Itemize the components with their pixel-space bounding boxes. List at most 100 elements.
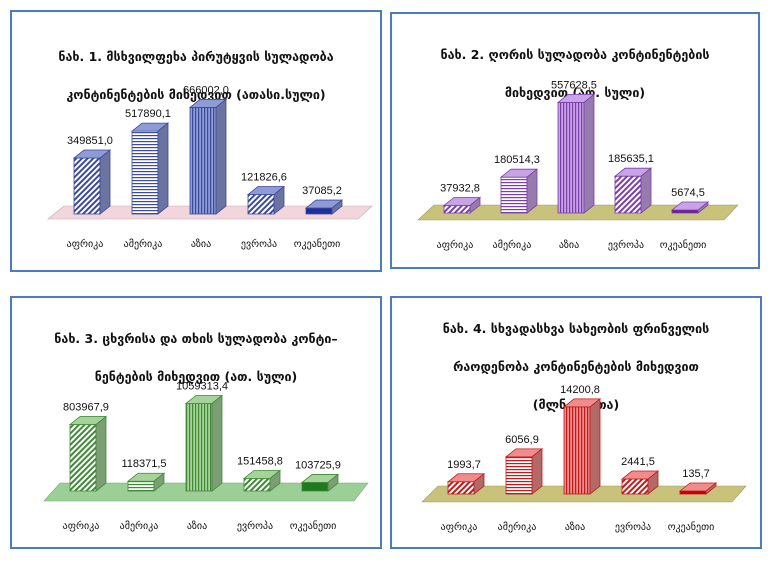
chart-panel-1: ნახ. 1. მსხვილფეხა პირუტყვის სულადობა კო… bbox=[10, 10, 382, 272]
data-label: 118371,5 bbox=[121, 458, 166, 470]
bar bbox=[300, 473, 340, 492]
bar bbox=[620, 470, 660, 495]
bar bbox=[304, 199, 344, 215]
category-label: ოკეანეთი bbox=[294, 238, 341, 250]
data-label: 2441,5 bbox=[621, 456, 655, 468]
bar-front bbox=[305, 207, 333, 215]
data-label: 803967,9 bbox=[63, 402, 109, 414]
category-label: ოკეანეთი bbox=[290, 520, 337, 532]
chart-plot-2: 37932,8 აფრიკა 180514,3 ამერიკა 557628,5 აზია… bbox=[417, 79, 739, 251]
bar-side bbox=[531, 448, 543, 495]
bar-side bbox=[469, 196, 481, 214]
category-label: ევროპა bbox=[608, 239, 644, 251]
bar-side bbox=[95, 415, 107, 492]
bar-side bbox=[211, 394, 223, 492]
bar-front bbox=[243, 478, 271, 492]
chart-title-3: ნახ. 3. ცხვრისა და თხის სულადობა კონტი– … bbox=[12, 310, 380, 405]
chart-panel-2: ნახ. 2. ღორის სულადობა კონტინენტების მიხ… bbox=[390, 12, 760, 269]
data-label: 37085,2 bbox=[302, 185, 342, 197]
bar-side bbox=[526, 168, 538, 214]
bar bbox=[442, 196, 482, 214]
category-label: აფრიკა bbox=[437, 239, 474, 251]
bar-front bbox=[131, 130, 159, 215]
chart-plot-1: 349851,0 აფრიკა 517890,1 ამერიკა 666002,0 აზი… bbox=[47, 84, 373, 250]
category-label: ოკეანეთი bbox=[668, 521, 715, 533]
chart-title-line: კონტინენტების მიხედვით (ათასი.სული) bbox=[66, 87, 326, 102]
chart-title-line: ნახ. 4. სხვადასხვა სახეობის ფრინველის bbox=[442, 321, 710, 336]
data-label: 1059313,4 bbox=[176, 380, 228, 392]
bar bbox=[613, 167, 653, 214]
bar-side bbox=[273, 185, 285, 215]
bar-side bbox=[589, 398, 601, 495]
bar bbox=[130, 122, 170, 215]
data-label: 151458,8 bbox=[237, 455, 283, 467]
category-label: ამერიკა bbox=[498, 521, 537, 533]
bar-side bbox=[697, 201, 709, 214]
data-label: 5674,5 bbox=[671, 187, 705, 199]
chart-title-4: ნახ. 4. სხვადასხვა სახეობის ფრინველის რა… bbox=[392, 300, 760, 433]
category-label: ოკეანეთი bbox=[660, 239, 707, 251]
category-label: ამერიკა bbox=[493, 239, 532, 251]
data-label: 349851,0 bbox=[67, 135, 113, 147]
bar-side bbox=[647, 470, 659, 495]
bar bbox=[188, 98, 228, 215]
bar bbox=[242, 469, 282, 492]
category-label: აფრიკა bbox=[67, 238, 104, 250]
bar-front bbox=[614, 175, 642, 214]
bar-side bbox=[153, 472, 165, 492]
bar bbox=[126, 472, 166, 492]
category-label: აზია bbox=[191, 238, 211, 250]
bar-front bbox=[127, 480, 155, 492]
category-label: ევროპა bbox=[241, 238, 277, 250]
chart-panel-3: ნახ. 3. ცხვრისა და თხის სულადობა კონტი– … bbox=[10, 296, 382, 549]
chart-title-line: ნენტების მიხედვით (ათ. სული) bbox=[94, 369, 298, 384]
data-label: 180514,3 bbox=[494, 154, 540, 166]
bar-side bbox=[331, 199, 343, 215]
bar-front bbox=[247, 194, 275, 215]
bar-front bbox=[443, 205, 471, 214]
data-label: 1993,7 bbox=[447, 459, 481, 471]
chart-title-1: ნახ. 1. მსხვილფეხა პირუტყვის სულადობა კო… bbox=[12, 28, 380, 123]
category-label: ამერიკა bbox=[124, 238, 163, 250]
bar-side bbox=[269, 469, 281, 492]
bar bbox=[68, 415, 108, 492]
bar-front bbox=[679, 490, 707, 495]
data-label: 557628,5 bbox=[551, 79, 597, 91]
chart-title-line: ნახ. 1. მსხვილფეხა პირუტყვის სულადობა bbox=[58, 49, 334, 64]
bar-side bbox=[157, 122, 169, 215]
bar-front bbox=[185, 403, 213, 492]
data-label: 121826,6 bbox=[241, 172, 287, 184]
bar-side bbox=[215, 98, 227, 215]
bar-side bbox=[640, 167, 652, 214]
category-label: აზია bbox=[187, 520, 207, 532]
data-label: 103725,9 bbox=[295, 459, 341, 471]
bar-front bbox=[621, 478, 649, 495]
category-label: ევროპა bbox=[615, 521, 651, 533]
bar-side bbox=[473, 472, 485, 495]
bar bbox=[246, 185, 286, 215]
bar-front bbox=[563, 406, 591, 495]
chart-title-line: ნახ. 3. ცხვრისა და თხის სულადობა კონტი– bbox=[54, 331, 338, 346]
bar-front bbox=[671, 209, 699, 214]
data-label: 185635,1 bbox=[608, 153, 654, 165]
category-label: ევროპა bbox=[237, 520, 273, 532]
bar-side bbox=[583, 93, 595, 214]
bar-front bbox=[500, 176, 528, 214]
chart-plot-3: 803967,9 აფრიკა 118371,5 ამერიკა 1059313,4 აზ… bbox=[43, 380, 369, 532]
data-label: 37932,8 bbox=[440, 182, 480, 194]
bar-front bbox=[505, 456, 533, 495]
bar-side bbox=[99, 149, 111, 215]
category-label: აფრიკა bbox=[441, 521, 478, 533]
chart-title-line: რაოდენობა კონტინენტების მიხედვით bbox=[453, 359, 699, 374]
bar-side bbox=[327, 473, 339, 492]
bar bbox=[670, 201, 710, 214]
bar-front bbox=[447, 481, 475, 495]
bar-front bbox=[301, 482, 329, 492]
data-label: 6056,9 bbox=[505, 434, 539, 446]
bar bbox=[72, 149, 112, 215]
bar bbox=[446, 472, 486, 495]
data-label: 14200,8 bbox=[560, 384, 600, 396]
bar-front bbox=[69, 424, 97, 492]
chart-panel-4: ნახ. 4. სხვადასხვა სახეობის ფრინველის რა… bbox=[390, 296, 762, 549]
bar bbox=[556, 93, 596, 214]
